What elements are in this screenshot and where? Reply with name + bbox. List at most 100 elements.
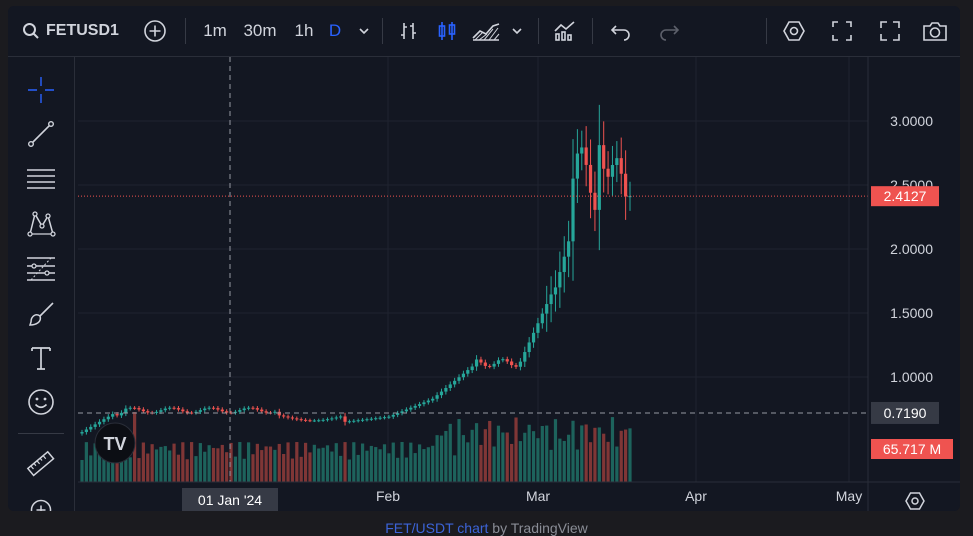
candle-body [461, 373, 466, 378]
volume-bar [496, 425, 501, 482]
candle-body [575, 153, 579, 179]
pattern-tool[interactable] [22, 204, 60, 242]
watermark-text: TV [103, 434, 126, 454]
expand-button[interactable] [874, 6, 906, 56]
candle-body [382, 417, 387, 419]
trend-line-tool[interactable] [22, 115, 60, 153]
y-tick-label: 3.0000 [890, 113, 933, 129]
brush-tool[interactable] [22, 294, 60, 332]
candle-body [492, 363, 496, 367]
fib-tool[interactable] [22, 249, 60, 287]
candle-body [501, 359, 505, 361]
volume-label: 65.717 M [883, 441, 941, 457]
candle-body [93, 424, 97, 427]
volume-bar [246, 442, 251, 482]
volume-bar [299, 456, 303, 482]
interval-30m[interactable]: 30m [238, 6, 282, 56]
last-price-badge [871, 186, 939, 207]
axis-settings-icon[interactable] [905, 492, 925, 510]
text-tool[interactable] [22, 339, 60, 377]
interval-1m[interactable]: 1m [198, 6, 232, 56]
crosshair-date-label: 01 Jan '24 [198, 492, 262, 508]
volume-bar [474, 423, 479, 482]
candle-body [374, 418, 378, 420]
chart-area[interactable]: TV 3.0000 2.5000 2.0000 1.5000 1.0000 Feb Mar A… [78, 57, 960, 511]
candle-body [312, 420, 316, 422]
emoji-tool[interactable] [22, 383, 60, 421]
volume-bar [229, 442, 233, 482]
candle-body [531, 332, 536, 343]
volume-bar [479, 444, 483, 482]
volume-bar [352, 442, 356, 482]
candle-body [448, 384, 452, 389]
candle-body [203, 408, 207, 411]
top-toolbar: FETUSD1 1m 30m 1h D [8, 6, 960, 57]
candle-body [194, 411, 198, 413]
volume-bar [606, 441, 610, 482]
area-style-button[interactable] [470, 6, 502, 56]
zoom-in-tool[interactable] [22, 491, 60, 511]
ruler-tool[interactable] [22, 445, 60, 483]
candle-body [615, 158, 619, 166]
chart-link[interactable]: FET/USDT chart [385, 520, 489, 536]
symbol-search[interactable]: FETUSD1 [22, 6, 130, 56]
volume-bar [317, 448, 321, 482]
chart-style-dropdown[interactable] [506, 6, 528, 56]
candle-body [356, 420, 360, 422]
candle-body [510, 361, 514, 366]
volume-bar [330, 451, 334, 482]
candle-body [185, 411, 189, 413]
candle-body [325, 419, 330, 421]
candle-body [242, 408, 246, 411]
volume-bar [176, 454, 181, 482]
volume-bar [470, 429, 474, 482]
bars-style-button[interactable] [396, 6, 422, 56]
candle-body [404, 409, 409, 412]
volume-bar [97, 451, 102, 482]
volume-bar [124, 442, 128, 482]
volume-bar [106, 447, 110, 482]
fullscreen-button[interactable] [826, 6, 858, 56]
volume-bar [457, 419, 461, 482]
volume-bar [374, 447, 378, 482]
redo-button[interactable] [654, 6, 684, 56]
settings-button[interactable] [778, 6, 810, 56]
volume-bar [137, 458, 141, 482]
candle-body [505, 359, 509, 362]
volume-bar [290, 458, 295, 482]
fib-icon [27, 257, 55, 281]
candle-body [246, 407, 251, 409]
volume-bar [483, 429, 487, 482]
volume-bar [439, 435, 444, 482]
volume-bar [505, 432, 509, 482]
interval-1h[interactable]: 1h [288, 6, 320, 56]
candle-body [470, 366, 474, 371]
volume-bar [308, 452, 312, 482]
candle-body [553, 287, 558, 295]
horizontal-lines-tool[interactable] [22, 160, 60, 198]
interval-dropdown[interactable] [352, 6, 376, 56]
volume-bar [453, 455, 457, 482]
volume-bar [518, 441, 522, 482]
candle-body [387, 416, 391, 418]
candle-body [251, 407, 255, 409]
volume-bar [615, 446, 619, 482]
interval-d[interactable]: D [324, 6, 346, 56]
indicators-button[interactable] [550, 6, 580, 56]
compare-button[interactable] [140, 6, 170, 56]
candle-body [360, 419, 365, 421]
candles-style-button[interactable] [434, 6, 460, 56]
volume-bar [203, 451, 207, 482]
volume-bar [431, 445, 435, 482]
undo-button[interactable] [606, 6, 636, 56]
candle-body [571, 178, 575, 242]
crosshair-tool[interactable] [22, 71, 60, 109]
volume-bar [339, 455, 343, 482]
volume-bar [531, 431, 536, 482]
snapshot-button[interactable] [918, 6, 952, 56]
volume-bar [510, 443, 514, 482]
candle-body [233, 411, 238, 413]
volume-bar [593, 427, 597, 482]
chart-widget: FETUSD1 1m 30m 1h D [8, 6, 960, 511]
